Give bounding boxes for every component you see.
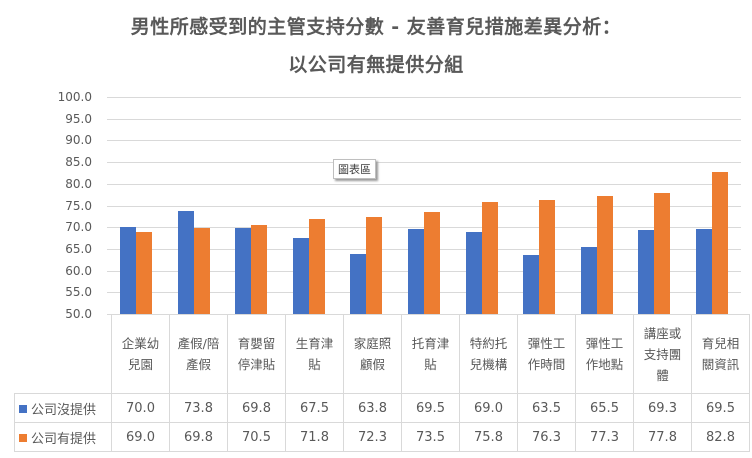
- category-label: 產假/陪 產假: [169, 314, 228, 394]
- y-tick-label: 85.0: [65, 155, 92, 170]
- bar-series0[interactable]: [465, 231, 482, 314]
- table-cell: 77.3: [575, 422, 634, 452]
- bar-series1[interactable]: [712, 171, 728, 314]
- table-cell: 70.5: [227, 422, 286, 452]
- data-table: 企業幼 兒園 產假/陪 產假 育嬰留 停津貼 生育津貼 家庭照 顧假 托育津貼 特約托兒…: [14, 314, 750, 452]
- legend-entry-series1[interactable]: 公司有提供: [14, 422, 112, 452]
- table-cell: 72.3: [343, 422, 402, 452]
- y-tick-label: 90.0: [65, 133, 92, 148]
- y-tick-label: 70.0: [65, 220, 92, 235]
- bar-series0[interactable]: [120, 227, 136, 314]
- bar-series0[interactable]: [408, 229, 424, 314]
- category-label: 家庭照 顧假: [343, 314, 402, 394]
- table-cell: 65.5: [575, 393, 634, 423]
- category-label: 特約托 兒機構: [459, 314, 518, 394]
- bar-series0[interactable]: [638, 230, 655, 314]
- table-cell: 69.5: [691, 393, 750, 423]
- data-table-corner: [14, 314, 112, 394]
- category-label: 彈性工 作地點: [575, 314, 634, 394]
- table-cell: 63.8: [343, 393, 402, 423]
- bar-series1[interactable]: [366, 217, 383, 314]
- bar-series0[interactable]: [580, 246, 597, 314]
- table-cell: 63.5: [517, 393, 576, 423]
- bar-series1[interactable]: [654, 193, 671, 314]
- category-label: 講座或 支持團體: [633, 314, 692, 394]
- category-label: 托育津貼: [401, 314, 460, 394]
- legend-swatch-orange-icon: [19, 433, 27, 442]
- table-row-series0: 公司沒提供 70.0 73.8 69.8 67.5 63.8 69.5 69.0…: [14, 393, 750, 423]
- table-cell: 70.0: [111, 393, 170, 423]
- table-cell: 69.0: [459, 393, 518, 423]
- y-tick-label: 100.0: [57, 90, 92, 104]
- table-cell: 75.8: [459, 422, 518, 452]
- category-label: 企業幼 兒園: [111, 314, 170, 394]
- category-label: 育嬰留 停津貼: [227, 314, 286, 394]
- table-cell: 69.3: [633, 393, 692, 423]
- category-label: 彈性工 作時間: [517, 314, 576, 394]
- bar-series1[interactable]: [251, 225, 268, 314]
- table-cell: 73.5: [401, 422, 460, 452]
- table-row-series1: 公司有提供 69.0 69.8 70.5 71.8 72.3 73.5 75.8…: [14, 422, 750, 452]
- chart-title-line1: 男性所感受到的主管支持分數 - 友善育兒措施差異分析：: [130, 16, 622, 38]
- table-cell: 69.8: [227, 393, 286, 423]
- gridline: [107, 119, 741, 120]
- gridline: [107, 97, 741, 98]
- y-tick-label: 55.0: [65, 285, 92, 300]
- bar-series1[interactable]: [539, 199, 556, 314]
- legend-swatch-blue-icon: [19, 404, 27, 413]
- bar-series0[interactable]: [523, 255, 540, 314]
- table-cell: 82.8: [691, 422, 750, 452]
- chart-title-line2: 以公司有無提供分組: [288, 54, 464, 76]
- bar-series1[interactable]: [136, 231, 152, 314]
- table-cell: 77.8: [633, 422, 692, 452]
- bar-series1[interactable]: [308, 219, 325, 314]
- gridline: [107, 140, 741, 141]
- bar-series0[interactable]: [177, 210, 194, 314]
- table-cell: 67.5: [285, 393, 344, 423]
- table-cell: 71.8: [285, 422, 344, 452]
- category-label: 生育津貼: [285, 314, 344, 394]
- y-tick-label: 80.0: [65, 176, 92, 191]
- gridline: [107, 206, 741, 207]
- chart-area-tooltip: 圖表區: [333, 159, 376, 179]
- bar-series0[interactable]: [350, 254, 367, 314]
- table-cell: 73.8: [169, 393, 228, 423]
- legend-entry-series0[interactable]: 公司沒提供: [14, 393, 112, 423]
- y-tick-label: 60.0: [65, 263, 92, 278]
- bar-series1[interactable]: [424, 212, 440, 314]
- table-cell: 69.5: [401, 393, 460, 423]
- bar-series1[interactable]: [481, 202, 498, 314]
- bar-series0[interactable]: [235, 228, 252, 314]
- table-cell: 69.0: [111, 422, 170, 452]
- table-cell: 69.8: [169, 422, 228, 452]
- gridline: [107, 184, 741, 185]
- gridline: [107, 162, 741, 163]
- table-cell: 76.3: [517, 422, 576, 452]
- bar-series1[interactable]: [596, 195, 613, 314]
- category-label: 育兒相 關資訊: [691, 314, 750, 394]
- bar-series0[interactable]: [292, 238, 309, 314]
- y-tick-label: 65.0: [65, 241, 92, 256]
- bar-series0[interactable]: [696, 229, 712, 314]
- bar-series1[interactable]: [193, 228, 210, 314]
- y-tick-label: 95.0: [65, 111, 92, 126]
- y-tick-label: 75.0: [65, 198, 92, 213]
